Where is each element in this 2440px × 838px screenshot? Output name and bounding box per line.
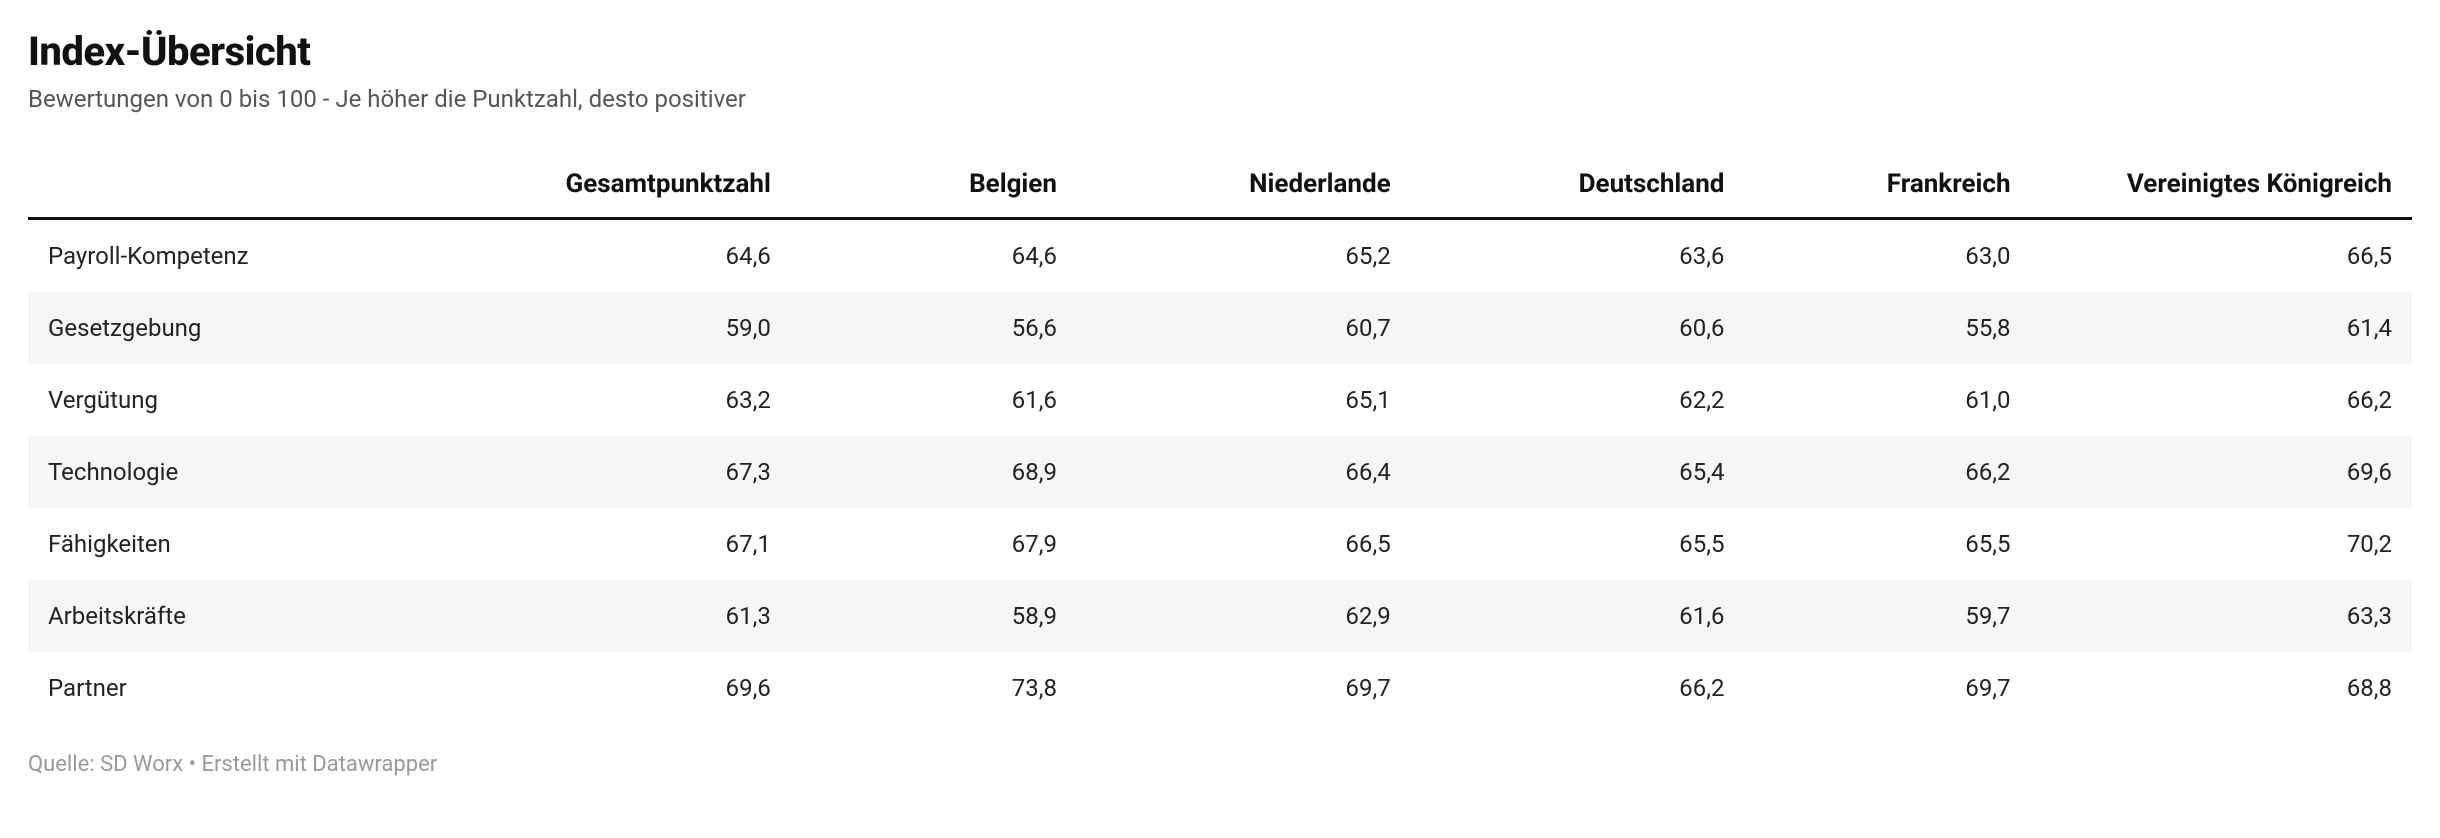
cell-value: 62,2 (1411, 364, 1745, 436)
footer-source: Quelle: SD Worx • Erstellt mit Datawrapp… (28, 752, 2412, 777)
cell-value: 66,5 (1077, 508, 1411, 580)
row-label: Technologie (28, 436, 457, 508)
cell-value: 59,7 (1744, 580, 2030, 652)
table-header-cell: Belgien (791, 153, 1077, 219)
table-header-rowlabel (28, 153, 457, 219)
cell-value: 59,0 (457, 292, 791, 364)
cell-value: 69,7 (1744, 652, 2030, 724)
table-header-cell: Niederlande (1077, 153, 1411, 219)
cell-value: 68,8 (2031, 652, 2412, 724)
cell-value: 65,2 (1077, 219, 1411, 293)
cell-value: 69,6 (457, 652, 791, 724)
cell-value: 61,3 (457, 580, 791, 652)
cell-value: 60,6 (1411, 292, 1745, 364)
cell-value: 65,5 (1411, 508, 1745, 580)
cell-value: 55,8 (1744, 292, 2030, 364)
table-header-cell: Gesamtpunktzahl (457, 153, 791, 219)
cell-value: 61,6 (791, 364, 1077, 436)
table-header-cell: Deutschland (1411, 153, 1745, 219)
table-container: Index-Übersicht Bewertungen von 0 bis 10… (0, 0, 2440, 801)
page-subtitle: Bewertungen von 0 bis 100 - Je höher die… (28, 85, 2412, 113)
table-header-cell: Vereinigtes Königreich (2031, 153, 2412, 219)
cell-value: 58,9 (791, 580, 1077, 652)
row-label: Payroll-Kompetenz (28, 219, 457, 293)
table-row: Fähigkeiten67,167,966,565,565,570,2 (28, 508, 2412, 580)
cell-value: 63,6 (1411, 219, 1745, 293)
cell-value: 70,2 (2031, 508, 2412, 580)
cell-value: 63,2 (457, 364, 791, 436)
cell-value: 61,0 (1744, 364, 2030, 436)
row-label: Partner (28, 652, 457, 724)
table-row: Technologie67,368,966,465,466,269,6 (28, 436, 2412, 508)
cell-value: 64,6 (457, 219, 791, 293)
cell-value: 66,5 (2031, 219, 2412, 293)
row-label: Arbeitskräfte (28, 580, 457, 652)
cell-value: 56,6 (791, 292, 1077, 364)
cell-value: 67,3 (457, 436, 791, 508)
cell-value: 66,2 (2031, 364, 2412, 436)
page-title: Index-Übersicht (28, 28, 2412, 75)
row-label: Fähigkeiten (28, 508, 457, 580)
row-label: Vergütung (28, 364, 457, 436)
cell-value: 69,7 (1077, 652, 1411, 724)
cell-value: 65,1 (1077, 364, 1411, 436)
cell-value: 63,3 (2031, 580, 2412, 652)
cell-value: 66,2 (1411, 652, 1745, 724)
cell-value: 62,9 (1077, 580, 1411, 652)
table-row: Gesetzgebung59,056,660,760,655,861,4 (28, 292, 2412, 364)
cell-value: 66,4 (1077, 436, 1411, 508)
index-table: GesamtpunktzahlBelgienNiederlandeDeutsch… (28, 153, 2412, 724)
table-header-row: GesamtpunktzahlBelgienNiederlandeDeutsch… (28, 153, 2412, 219)
table-row: Payroll-Kompetenz64,664,665,263,663,066,… (28, 219, 2412, 293)
table-head: GesamtpunktzahlBelgienNiederlandeDeutsch… (28, 153, 2412, 219)
cell-value: 73,8 (791, 652, 1077, 724)
cell-value: 68,9 (791, 436, 1077, 508)
cell-value: 67,9 (791, 508, 1077, 580)
table-body: Payroll-Kompetenz64,664,665,263,663,066,… (28, 219, 2412, 725)
table-row: Partner69,673,869,766,269,768,8 (28, 652, 2412, 724)
cell-value: 61,4 (2031, 292, 2412, 364)
table-row: Arbeitskräfte61,358,962,961,659,763,3 (28, 580, 2412, 652)
cell-value: 69,6 (2031, 436, 2412, 508)
cell-value: 65,4 (1411, 436, 1745, 508)
cell-value: 66,2 (1744, 436, 2030, 508)
cell-value: 60,7 (1077, 292, 1411, 364)
cell-value: 61,6 (1411, 580, 1745, 652)
cell-value: 63,0 (1744, 219, 2030, 293)
table-row: Vergütung63,261,665,162,261,066,2 (28, 364, 2412, 436)
cell-value: 65,5 (1744, 508, 2030, 580)
cell-value: 67,1 (457, 508, 791, 580)
table-header-cell: Frankreich (1744, 153, 2030, 219)
cell-value: 64,6 (791, 219, 1077, 293)
row-label: Gesetzgebung (28, 292, 457, 364)
